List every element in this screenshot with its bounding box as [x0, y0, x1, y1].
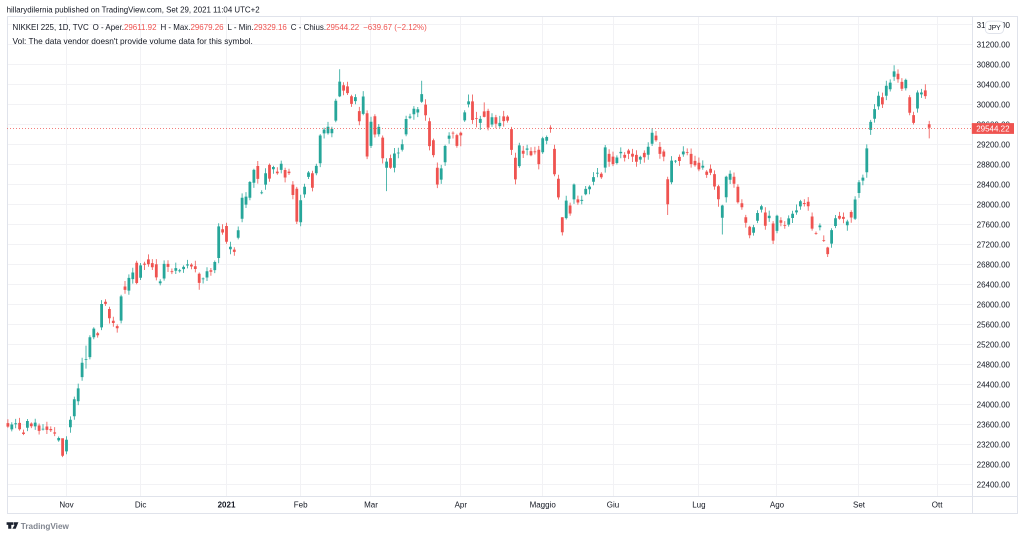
svg-text:26400.00: 26400.00: [977, 281, 1011, 290]
svg-text:26000.00: 26000.00: [977, 301, 1011, 310]
svg-text:Nov: Nov: [59, 501, 73, 510]
svg-text:hillarydilernia published on T: hillarydilernia published on TradingView…: [7, 6, 260, 15]
svg-text:22400.00: 22400.00: [977, 480, 1011, 489]
svg-text:Vol: The data vendor doesn't p: Vol: The data vendor doesn't provide vol…: [13, 36, 253, 46]
svg-text:30400.00: 30400.00: [977, 81, 1011, 90]
svg-text:NIKKEI 225, 1D, TVC O - Aper.2: NIKKEI 225, 1D, TVC O - Aper.29611.92 H …: [13, 23, 428, 32]
svg-text:28800.00: 28800.00: [977, 161, 1011, 170]
svg-text:24400.00: 24400.00: [977, 380, 1011, 389]
svg-text:23200.00: 23200.00: [977, 440, 1011, 449]
svg-text:22800.00: 22800.00: [977, 460, 1011, 469]
svg-text:Giu: Giu: [607, 501, 619, 510]
svg-text:26800.00: 26800.00: [977, 261, 1011, 270]
svg-text:31200.00: 31200.00: [977, 41, 1011, 50]
svg-text:28400.00: 28400.00: [977, 181, 1011, 190]
svg-text:Ago: Ago: [770, 501, 785, 510]
svg-text:Maggio: Maggio: [530, 501, 557, 510]
svg-text:Dic: Dic: [135, 501, 147, 510]
svg-text:29544.22: 29544.22: [976, 125, 1010, 134]
svg-text:TradingView: TradingView: [21, 522, 70, 531]
svg-text:Mar: Mar: [364, 501, 378, 510]
svg-text:25200.00: 25200.00: [977, 340, 1011, 349]
svg-text:30800.00: 30800.00: [977, 61, 1011, 70]
svg-text:2021: 2021: [218, 501, 236, 510]
svg-text:25600.00: 25600.00: [977, 321, 1011, 330]
svg-text:28000.00: 28000.00: [977, 201, 1011, 210]
svg-text:Set: Set: [853, 501, 866, 510]
svg-text:Feb: Feb: [294, 501, 308, 510]
svg-text:Ott: Ott: [932, 501, 943, 510]
svg-text:24800.00: 24800.00: [977, 360, 1011, 369]
svg-text:JPY: JPY: [988, 25, 1001, 32]
svg-text:Lug: Lug: [692, 501, 705, 510]
svg-text:29200.00: 29200.00: [977, 141, 1011, 150]
svg-text:27200.00: 27200.00: [977, 241, 1011, 250]
svg-text:23600.00: 23600.00: [977, 420, 1011, 429]
svg-text:30000.00: 30000.00: [977, 101, 1011, 110]
svg-text:24000.00: 24000.00: [977, 400, 1011, 409]
svg-text:Apr: Apr: [455, 501, 468, 510]
svg-text:27600.00: 27600.00: [977, 221, 1011, 230]
